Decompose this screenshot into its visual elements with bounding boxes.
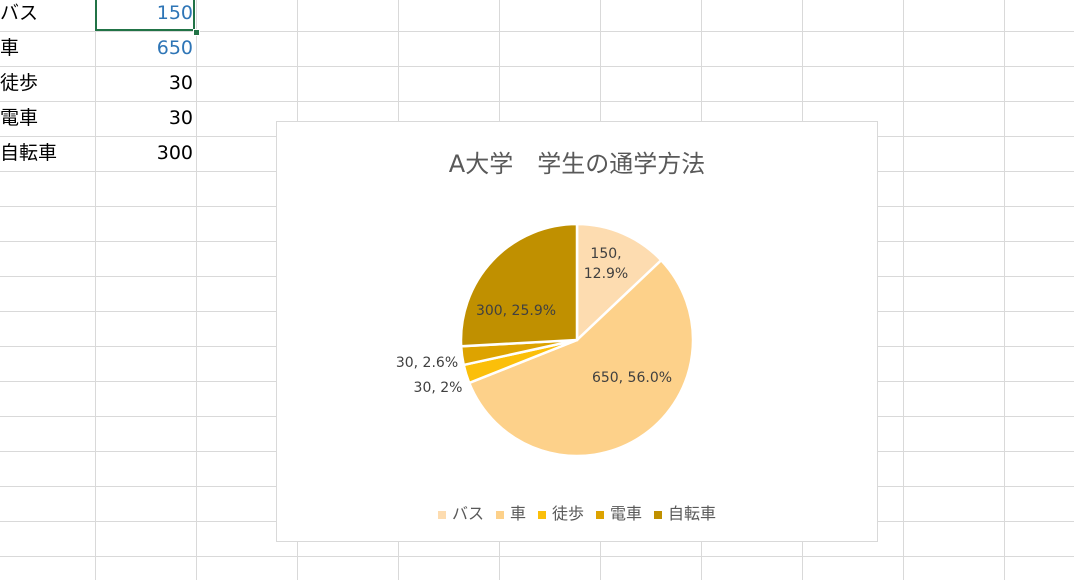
pie-slice-4[interactable] <box>459 222 579 348</box>
legend-label: 車 <box>509 504 526 523</box>
data-label-2[interactable]: 30, 2% <box>414 380 463 396</box>
legend-item-1[interactable]: 車 <box>495 500 526 524</box>
data-label-4[interactable]: 300, 25.9% <box>476 303 556 319</box>
column-gridline <box>903 0 904 580</box>
legend-label: バス <box>451 504 484 523</box>
cell-label-bus[interactable]: バス <box>0 2 39 24</box>
column-gridline <box>95 0 96 580</box>
pie-slice-0[interactable] <box>575 222 663 343</box>
cell-value-bus[interactable]: 150 <box>156 2 193 24</box>
legend-label: 徒歩 <box>551 504 584 523</box>
chart-title[interactable]: A大学 学生の通学方法 <box>448 150 706 178</box>
cell-value-car[interactable]: 650 <box>156 37 193 59</box>
column-gridline <box>196 0 197 580</box>
legend-swatch <box>537 510 546 519</box>
legend-item-0[interactable]: バス <box>437 500 484 524</box>
cell-value-bicycle[interactable]: 300 <box>156 142 193 164</box>
cell-label-train[interactable]: 電車 <box>0 107 39 129</box>
legend-item-4[interactable]: 自転車 <box>654 500 716 524</box>
column-gridline <box>1004 0 1005 580</box>
data-label-1[interactable]: 650, 56.0% <box>592 370 672 386</box>
cell-value-walk[interactable]: 30 <box>168 72 193 94</box>
row-gridline <box>0 66 1074 67</box>
chart-legend[interactable]: バス 車 徒歩 電車 自転車 <box>277 500 877 524</box>
legend-label: 自転車 <box>668 504 717 523</box>
legend-swatch <box>437 510 446 519</box>
legend-swatch <box>654 510 663 519</box>
cell-label-walk[interactable]: 徒歩 <box>0 72 39 94</box>
cell-value-train[interactable]: 30 <box>168 107 193 129</box>
data-label-3[interactable]: 30, 2.6% <box>396 355 458 371</box>
legend-swatch <box>495 510 504 519</box>
selected-cell-border[interactable] <box>95 0 195 31</box>
data-label-0[interactable]: 150, 12.9% <box>584 246 628 282</box>
cell-label-car[interactable]: 車 <box>0 37 20 59</box>
legend-swatch <box>596 510 604 519</box>
row-gridline <box>0 556 1074 557</box>
cell-label-bicycle[interactable]: 自転車 <box>0 142 58 164</box>
row-gridline <box>0 101 1074 102</box>
pie-slice-1[interactable] <box>467 258 695 458</box>
row-gridline <box>0 31 1074 32</box>
legend-item-3[interactable]: 電車 <box>596 500 642 524</box>
pie-chart[interactable]: A大学 学生の通学方法 150, 12.9% 650, 56.0% 30, 2% 30,… <box>276 121 878 542</box>
legend-item-2[interactable]: 徒歩 <box>537 500 584 524</box>
fill-handle[interactable] <box>193 29 200 36</box>
pie-plot-area[interactable]: 150, 12.9% 650, 56.0% 30, 2% 30, 2.6% 300, 25… <box>277 122 877 541</box>
legend-label: 電車 <box>610 504 643 523</box>
